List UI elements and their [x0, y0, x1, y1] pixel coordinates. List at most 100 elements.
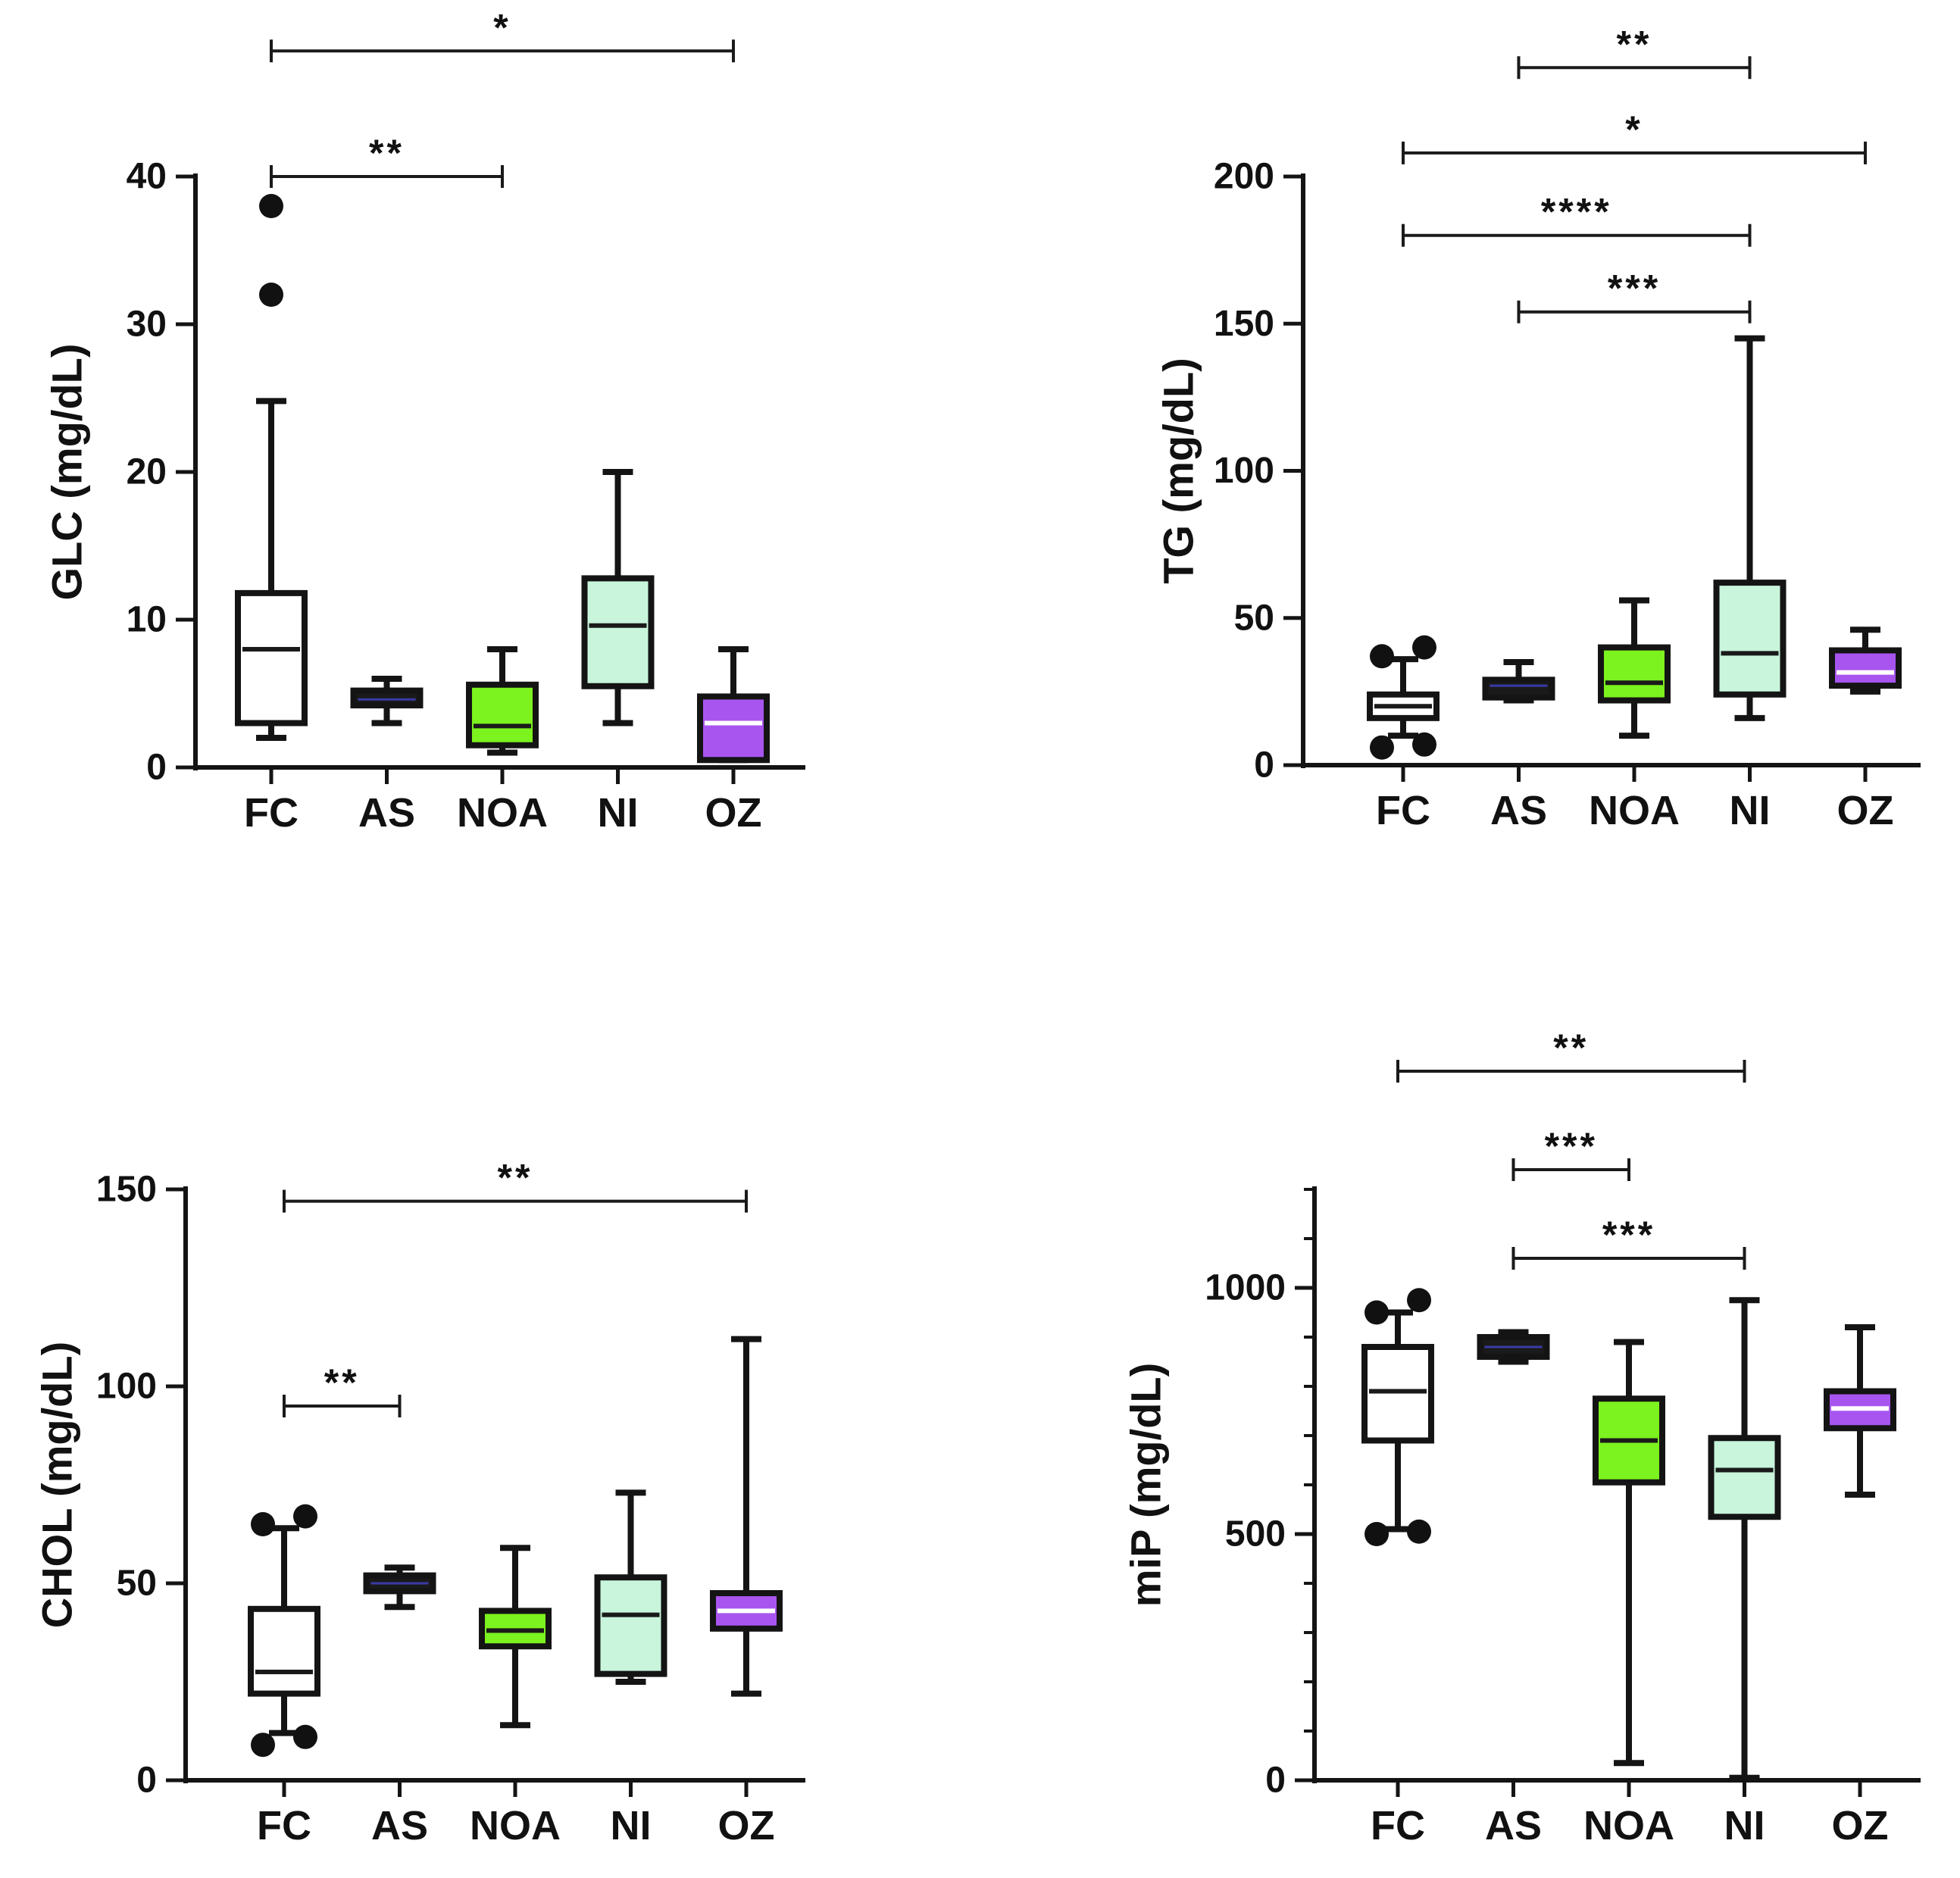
- x-tick-label-oz: OZ: [1832, 1803, 1889, 1848]
- significance-label: ***: [1602, 1214, 1655, 1256]
- x-tick-label-ni: NI: [598, 790, 639, 836]
- y-tick-label: 0: [146, 748, 167, 788]
- significance-bracket-as-ni: **: [1517, 23, 1752, 80]
- significance-bracket-as-ni: ***: [1517, 267, 1752, 323]
- box-fc: [1361, 1288, 1434, 1546]
- outlier-point: [1412, 732, 1436, 757]
- x-tick-label-noa: NOA: [457, 790, 548, 836]
- outlier-point: [1364, 1300, 1389, 1325]
- y-tick-label: 30: [127, 305, 167, 345]
- outlier-point: [1364, 1522, 1389, 1546]
- box-iqr: [594, 1574, 667, 1677]
- significance-label: **: [324, 1361, 360, 1404]
- box-iqr: [1829, 647, 1902, 689]
- x-tick-label-as: AS: [1490, 788, 1547, 833]
- box-oz: [1824, 1324, 1896, 1498]
- y-tick-label: 40: [127, 157, 167, 197]
- significance-label: ****: [1541, 191, 1612, 233]
- y-tick-label: 50: [1234, 598, 1274, 638]
- panel-3-chol-mg-dl: 0 50 100 150 CHOL (mg/dL) FC AS NOA NI OZ ** **: [33, 1157, 805, 1848]
- y-tick-label: 0: [136, 1761, 157, 1801]
- box-noa: [1593, 1339, 1665, 1767]
- outlier-point: [1370, 735, 1394, 760]
- x-tick-label-oz: OZ: [1837, 788, 1894, 833]
- significance-bracket-fc-oz: *: [270, 6, 735, 63]
- outlier-point: [259, 194, 283, 218]
- box-iqr: [1713, 580, 1787, 698]
- x-tick-label-as: AS: [371, 1803, 428, 1848]
- box-iqr: [466, 681, 539, 748]
- x-tick-label-fc: FC: [1376, 788, 1430, 833]
- box-as: [1477, 1329, 1550, 1365]
- x-tick-label-oz: OZ: [718, 1803, 775, 1848]
- significance-label: **: [1553, 1026, 1589, 1069]
- y-tick-label: 1000: [1205, 1268, 1286, 1308]
- x-tick-label-noa: NOA: [470, 1803, 561, 1848]
- x-tick-label-fc: FC: [244, 790, 299, 836]
- box-iqr: [235, 589, 308, 727]
- box-fc: [248, 1504, 320, 1758]
- box-ni: [1708, 1297, 1781, 1781]
- significance-label: **: [498, 1157, 533, 1199]
- box-iqr: [248, 1605, 320, 1697]
- box-oz: [697, 646, 770, 764]
- box-ni: [594, 1489, 667, 1685]
- y-tick-label: 500: [1225, 1514, 1286, 1555]
- y-axis-title: CHOL (mg/dL): [33, 1342, 81, 1628]
- box-iqr: [350, 687, 424, 709]
- outlier-point: [1407, 1519, 1431, 1544]
- x-tick-label-ni: NI: [1724, 1803, 1765, 1848]
- x-tick-label-as: AS: [358, 790, 415, 836]
- significance-bracket-fc-noa: **: [270, 132, 504, 188]
- y-tick-label: 20: [127, 452, 167, 492]
- y-tick-label: 0: [1254, 745, 1274, 786]
- box-iqr: [581, 575, 655, 689]
- y-tick-label: 50: [117, 1564, 157, 1604]
- y-tick-label: 200: [1214, 157, 1274, 197]
- x-tick-label-noa: NOA: [1589, 788, 1680, 833]
- significance-bracket-fc-ni: ****: [1402, 191, 1752, 247]
- outlier-point: [293, 1724, 317, 1749]
- box-fc: [1367, 635, 1440, 760]
- box-as: [1482, 659, 1555, 704]
- box-iqr: [1708, 1435, 1781, 1520]
- x-tick-label-ni: NI: [611, 1803, 652, 1848]
- box-iqr: [1598, 644, 1671, 704]
- box-noa: [479, 1545, 552, 1729]
- significance-bracket-as-ni: ***: [1511, 1214, 1746, 1270]
- significance-bracket-fc-ni: **: [1396, 1026, 1746, 1083]
- significance-label: *: [1625, 108, 1643, 151]
- y-tick-label: 100: [96, 1367, 157, 1407]
- box-iqr: [697, 693, 770, 764]
- outlier-point: [251, 1733, 275, 1758]
- box-ni: [1713, 335, 1787, 721]
- x-tick-label-noa: NOA: [1583, 1803, 1674, 1848]
- outlier-point: [293, 1504, 317, 1529]
- box-oz: [1829, 627, 1902, 695]
- x-tick-label-fc: FC: [257, 1803, 311, 1848]
- significance-label: **: [1617, 23, 1652, 65]
- y-tick-label: 10: [127, 600, 167, 640]
- box-as: [363, 1564, 436, 1611]
- box-ni: [581, 469, 655, 727]
- outlier-point: [1407, 1288, 1431, 1313]
- outlier-point: [1370, 644, 1394, 669]
- significance-label: **: [369, 132, 405, 174]
- x-tick-label-fc: FC: [1371, 1803, 1425, 1848]
- outlier-point: [259, 283, 283, 307]
- significance-label: ***: [1545, 1125, 1598, 1167]
- significance-bracket-fc-oz: *: [1402, 108, 1867, 164]
- box-noa: [1598, 597, 1671, 739]
- significance-label: ***: [1608, 267, 1661, 310]
- y-tick-label: 150: [1214, 304, 1274, 344]
- y-axis-title: GLC (mg/dL): [43, 343, 91, 600]
- y-axis-title: miP (mg/dL): [1122, 1363, 1170, 1608]
- x-tick-label-as: AS: [1485, 1803, 1542, 1848]
- box-as: [350, 676, 424, 727]
- significance-label: *: [493, 6, 511, 48]
- significance-bracket-as-noa: ***: [1511, 1125, 1630, 1181]
- x-tick-label-oz: OZ: [705, 790, 762, 836]
